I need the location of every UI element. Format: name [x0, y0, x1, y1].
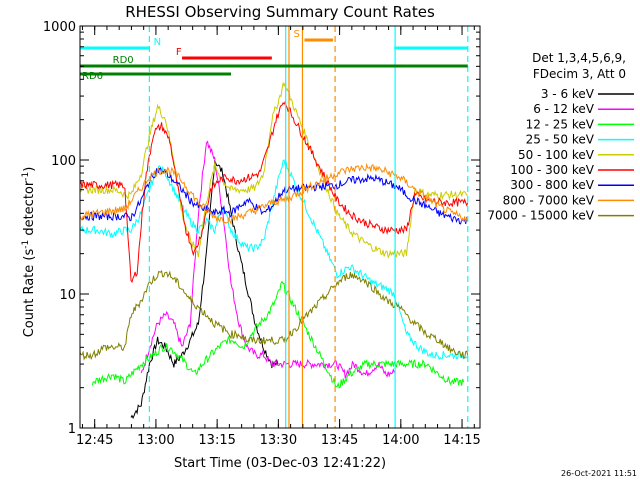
legend-header-line-2: FDecim 3, Att 0 [533, 67, 626, 81]
x-tick-label-14-00: 14:00 [382, 433, 419, 448]
series-line-50-100-kev [79, 81, 468, 259]
y-tick-label-100: 100 [51, 154, 76, 169]
legend-label-25-50-kev: 25 - 50 keV [526, 133, 595, 147]
legend-label-6-12-kev: 6 - 12 keV [533, 102, 595, 116]
y-tick-label-10: 10 [59, 288, 76, 303]
flag-label-rd0: RD0 [113, 55, 134, 66]
y-axis-label-superscript-1: -1 [21, 240, 31, 249]
plot-frame [79, 25, 481, 429]
series-line-800-7000-kev [79, 162, 469, 226]
chart-title: RHESSI Observing Summary Count Rates [125, 3, 435, 21]
x-tick-label-13-00: 13:00 [137, 433, 174, 448]
legend-label-50-100-kev: 50 - 100 keV [518, 148, 595, 162]
x-tick-label-12-45: 12:45 [76, 433, 113, 448]
y-axis-label: Count Rate (s-1 detector-1) [21, 167, 37, 338]
x-tick-label-13-30: 13:30 [260, 433, 297, 448]
legend-label-12-25-kev: 12 - 25 keV [526, 117, 595, 131]
x-tick-label-13-45: 13:45 [321, 433, 358, 448]
x-tick-label-13-15: 13:15 [198, 433, 235, 448]
y-axis-label-part-2: detector [22, 180, 37, 240]
x-axis-label: Start Time (03-Dec-03 12:41:22) [174, 456, 386, 471]
flag-label-rd6: RD6 [82, 71, 103, 82]
series-line-12-25-kev [91, 280, 465, 389]
series-line-7000-15000-kev [79, 269, 469, 361]
y-axis-label-superscript-2: -1 [21, 172, 31, 181]
legend-label-3-6-kev: 3 - 6 keV [541, 87, 595, 101]
y-tick-label-1: 1 [68, 422, 76, 437]
legend-label-800-7000-kev: 800 - 7000 keV [503, 193, 595, 207]
legend-label-7000-15000-kev: 7000 - 15000 keV [487, 209, 594, 223]
plot-area: N F S RD0 RD6 1 10 100 1000 12:45 13:00 13:15 13:30 1… [43, 20, 481, 448]
flag-label-f: F [176, 47, 182, 58]
flag-label-s: S [293, 29, 299, 40]
legend-header-line-1: Det 1,3,4,5,6,9, [532, 51, 626, 65]
legend-label-300-800-kev: 300 - 800 keV [510, 178, 594, 192]
y-axis-label-part-1: Count Rate (s [22, 249, 37, 338]
series-line-300-800-kev [79, 167, 469, 225]
y-tick-label-1000: 1000 [43, 20, 76, 35]
date-stamp: 26-Oct-2021 11:51 [561, 469, 637, 478]
flag-label-n: N [154, 37, 161, 48]
series-line-25-50-kev [79, 159, 469, 361]
series-line-6-12-kev [140, 140, 395, 379]
series-line-3-6-kev [130, 159, 279, 420]
legend-label-100-300-kev: 100 - 300 keV [510, 163, 594, 177]
x-tick-label-14-15: 14:15 [443, 433, 480, 448]
y-axis-label-part-3: ) [22, 167, 37, 172]
